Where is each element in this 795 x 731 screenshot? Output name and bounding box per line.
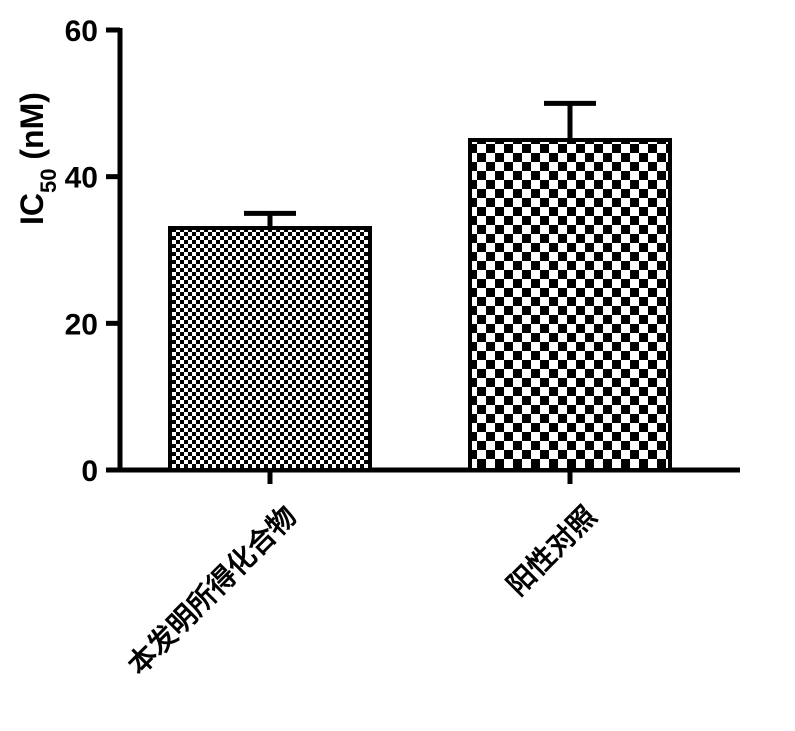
- chart-svg: 0 20 40 60: [0, 0, 795, 731]
- y-tick-label: 0: [81, 455, 98, 488]
- y-tick-label: 60: [65, 15, 98, 48]
- y-tick-label: 20: [65, 308, 98, 341]
- y-axis-label-suffix: (nM): [14, 92, 50, 168]
- y-axis-label-prefix: IC: [14, 193, 50, 225]
- y-tick-label: 40: [65, 162, 98, 195]
- y-axis-label: IC50 (nM): [14, 92, 56, 225]
- chart-container: IC50 (nM) 0204060 本发明所得化合物阳性对照: [0, 0, 795, 731]
- bar: [470, 140, 670, 470]
- bar: [170, 228, 370, 470]
- bars: [170, 140, 670, 470]
- y-ticks: 0 20 40 60: [65, 15, 120, 488]
- y-axis-label-sub: 50: [36, 169, 61, 193]
